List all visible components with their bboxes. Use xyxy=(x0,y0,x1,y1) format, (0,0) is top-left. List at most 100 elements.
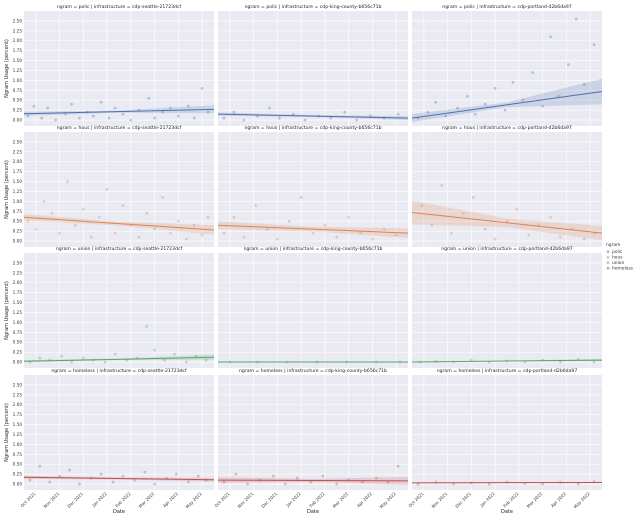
data-point xyxy=(234,472,238,476)
data-point xyxy=(503,108,507,112)
data-point xyxy=(272,474,275,478)
y-tick-label: 1.00 xyxy=(13,320,23,325)
data-point xyxy=(254,203,258,207)
data-point xyxy=(566,63,570,66)
data-point xyxy=(287,219,291,223)
data-point xyxy=(359,231,362,235)
data-point xyxy=(323,223,327,227)
y-tick-label: 1.25 xyxy=(13,432,23,437)
y-tick-label: 0.75 xyxy=(13,209,23,214)
data-point xyxy=(46,106,50,110)
data-point xyxy=(295,476,299,480)
legend-marker xyxy=(606,266,610,270)
y-axis-label: Ngram Usage (percent) xyxy=(4,160,10,219)
y-tick-label: 1.00 xyxy=(13,78,23,83)
data-point xyxy=(222,116,226,120)
data-point xyxy=(137,235,141,239)
y-tick-label: 0.00 xyxy=(13,482,23,487)
data-point xyxy=(309,480,313,484)
y-tick-label: 2.00 xyxy=(13,280,23,285)
panel-title: ngram = polic | infrastructure = cdp-kin… xyxy=(245,4,382,10)
data-point xyxy=(121,112,125,116)
data-point xyxy=(129,118,133,122)
data-point xyxy=(204,358,208,362)
data-point xyxy=(291,112,295,116)
y-tick-label: 1.00 xyxy=(13,442,23,447)
y-tick-label: 0.50 xyxy=(13,340,23,345)
y-tick-label: 0.25 xyxy=(13,472,23,477)
data-point xyxy=(515,207,519,211)
data-point xyxy=(169,106,172,110)
y-tick-label: 0.00 xyxy=(13,118,23,123)
data-point xyxy=(242,235,246,239)
x-tick-label: Nov 2021 xyxy=(431,491,449,509)
panel-background xyxy=(24,375,214,490)
y-tick-label: 0.00 xyxy=(13,239,23,244)
data-point xyxy=(206,110,210,114)
data-point xyxy=(374,476,378,480)
data-point xyxy=(452,482,455,486)
data-point xyxy=(99,472,103,476)
data-point xyxy=(420,203,424,207)
data-point xyxy=(192,223,196,227)
data-point xyxy=(557,94,560,98)
data-point xyxy=(311,231,315,235)
data-point xyxy=(186,104,190,108)
data-point xyxy=(184,360,188,364)
legend-title: ngram xyxy=(606,242,620,248)
data-point xyxy=(531,71,535,74)
data-point xyxy=(28,478,32,482)
data-point xyxy=(176,114,180,118)
data-point xyxy=(382,227,386,231)
trend-line xyxy=(23,108,215,115)
data-point xyxy=(107,116,111,120)
data-point xyxy=(394,233,398,237)
x-axis-label: Date xyxy=(501,509,513,515)
data-point xyxy=(153,482,157,486)
legend-label: hous xyxy=(612,255,623,261)
data-point xyxy=(54,118,58,122)
data-point xyxy=(277,116,281,120)
data-point xyxy=(242,118,246,122)
data-point xyxy=(174,472,178,476)
panel-background xyxy=(24,11,214,126)
data-point xyxy=(329,116,333,120)
y-tick-label: 2.25 xyxy=(13,270,23,275)
y-axis-label: Ngram Usage (percent) xyxy=(4,403,10,462)
data-point xyxy=(194,354,198,358)
data-point xyxy=(200,86,204,90)
y-tick-label: 0.25 xyxy=(13,350,23,355)
data-point xyxy=(268,106,271,110)
data-point xyxy=(32,104,36,108)
panel-background xyxy=(412,132,602,247)
data-point xyxy=(70,360,73,364)
data-point xyxy=(487,482,491,486)
data-point xyxy=(81,207,85,211)
data-point xyxy=(40,116,44,120)
data-point xyxy=(42,199,46,203)
data-point xyxy=(386,480,390,484)
data-point xyxy=(462,211,465,215)
data-point xyxy=(493,86,497,90)
panel-title: ngram = hous | infrastructure = cdp-king… xyxy=(244,125,381,131)
confidence-band xyxy=(412,200,602,241)
x-tick-label: Jan 2022 xyxy=(479,491,497,509)
legend-marker xyxy=(606,261,610,265)
data-point xyxy=(559,360,562,364)
y-tick-label: 1.25 xyxy=(13,68,23,73)
data-point xyxy=(186,480,190,484)
data-point xyxy=(169,231,172,235)
data-point xyxy=(58,231,62,235)
panel-title: ngram = homeless | infrastructure = cdp-… xyxy=(239,368,387,374)
trend-line xyxy=(23,356,215,362)
x-tick-label: Feb 2022 xyxy=(502,491,519,508)
data-point xyxy=(145,324,149,328)
data-point xyxy=(321,474,325,478)
x-tick-label: Nov 2021 xyxy=(237,491,255,509)
data-point xyxy=(396,464,400,468)
data-point xyxy=(113,106,117,110)
x-tick-label: Dec 2021 xyxy=(66,491,84,509)
panel-background xyxy=(412,253,602,368)
panel-title: ngram = union | infrastructure = cdp-por… xyxy=(441,246,573,252)
panel-background xyxy=(218,11,408,126)
